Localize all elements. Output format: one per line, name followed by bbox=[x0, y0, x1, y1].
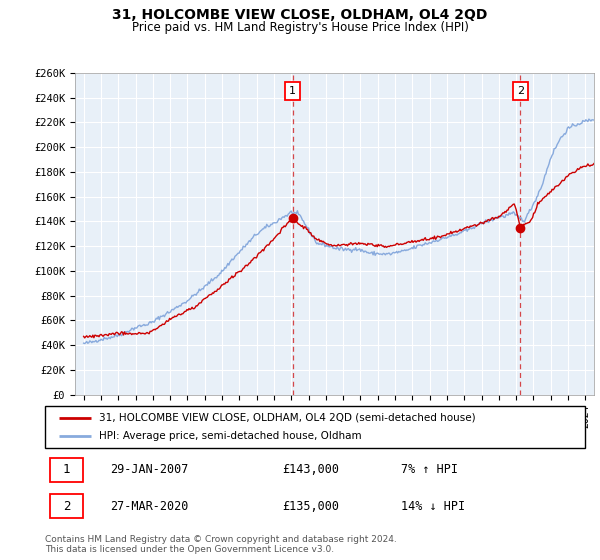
Text: 2: 2 bbox=[63, 500, 70, 513]
Text: Price paid vs. HM Land Registry's House Price Index (HPI): Price paid vs. HM Land Registry's House … bbox=[131, 21, 469, 34]
Text: 1: 1 bbox=[289, 86, 296, 96]
Text: 27-MAR-2020: 27-MAR-2020 bbox=[110, 500, 188, 513]
Text: 29-JAN-2007: 29-JAN-2007 bbox=[110, 463, 188, 477]
Text: 31, HOLCOMBE VIEW CLOSE, OLDHAM, OL4 2QD: 31, HOLCOMBE VIEW CLOSE, OLDHAM, OL4 2QD bbox=[112, 8, 488, 22]
Text: 31, HOLCOMBE VIEW CLOSE, OLDHAM, OL4 2QD (semi-detached house): 31, HOLCOMBE VIEW CLOSE, OLDHAM, OL4 2QD… bbox=[99, 413, 476, 423]
Text: 14% ↓ HPI: 14% ↓ HPI bbox=[401, 500, 466, 513]
Text: £143,000: £143,000 bbox=[283, 463, 340, 477]
Text: £135,000: £135,000 bbox=[283, 500, 340, 513]
Text: 1: 1 bbox=[63, 463, 70, 477]
Text: Contains HM Land Registry data © Crown copyright and database right 2024.
This d: Contains HM Land Registry data © Crown c… bbox=[45, 535, 397, 554]
Text: HPI: Average price, semi-detached house, Oldham: HPI: Average price, semi-detached house,… bbox=[99, 431, 362, 441]
Bar bbox=[50, 458, 83, 482]
Bar bbox=[50, 494, 83, 519]
Text: 7% ↑ HPI: 7% ↑ HPI bbox=[401, 463, 458, 477]
Text: 2: 2 bbox=[517, 86, 524, 96]
